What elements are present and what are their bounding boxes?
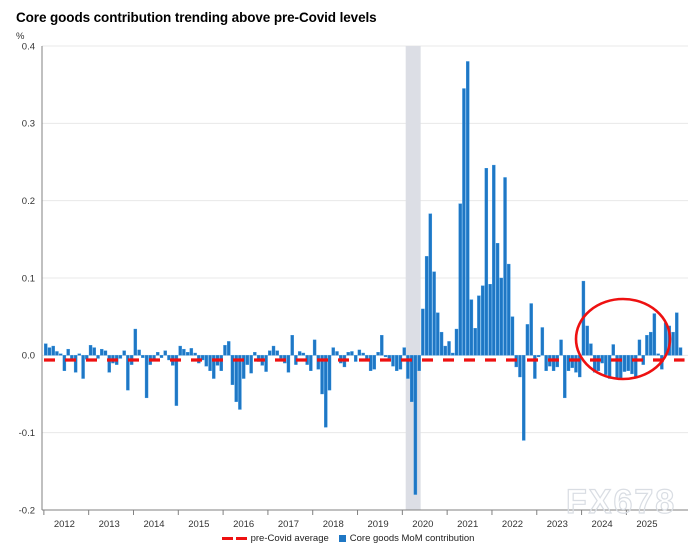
y-tick-label: -0.2 bbox=[19, 505, 35, 516]
y-tick-label: -0.1 bbox=[19, 428, 35, 439]
x-tick-label: 2018 bbox=[323, 519, 344, 530]
x-tick-label: 2020 bbox=[412, 519, 433, 530]
chart-title: Core goods contribution trending above p… bbox=[16, 10, 377, 25]
x-tick-label: 2024 bbox=[592, 519, 613, 530]
x-tick-label: 2016 bbox=[233, 519, 254, 530]
legend-label-pre-covid-average: pre-Covid average bbox=[250, 533, 329, 544]
x-tick-label: 2019 bbox=[367, 519, 388, 530]
y-tick-label: 0.0 bbox=[22, 351, 35, 362]
axes bbox=[41, 46, 688, 511]
y-tick-label: 0.1 bbox=[22, 273, 35, 284]
x-tick-label: 2014 bbox=[143, 519, 164, 530]
y-axis-unit-label: % bbox=[16, 31, 25, 42]
x-tick-label: 2015 bbox=[188, 519, 209, 530]
y-tick-label: 0.4 bbox=[22, 41, 35, 52]
x-axis-tick-labels: 2012 2013 2014 2015 2016 2017 2018 2019 2020 2021… bbox=[43, 510, 657, 530]
y-axis-tick-labels: 0.4 0.3 0.2 0.1 0.0 -0.1 -0.2 bbox=[19, 41, 35, 516]
bar-series bbox=[44, 61, 683, 495]
x-tick-label: 2023 bbox=[547, 519, 568, 530]
x-tick-label: 2021 bbox=[457, 519, 478, 530]
x-tick-label: 2012 bbox=[54, 519, 75, 530]
recession-band bbox=[405, 46, 421, 510]
x-tick-label: 2022 bbox=[502, 519, 523, 530]
x-tick-label: 2025 bbox=[636, 519, 657, 530]
square-marker-icon bbox=[338, 535, 346, 542]
x-tick-label: 2013 bbox=[99, 519, 120, 530]
legend-item-pre-covid-average: pre-Covid average bbox=[221, 533, 329, 544]
legend-item-core-goods: Core goods MoM contribution bbox=[338, 533, 475, 544]
chart-legend: pre-Covid average Core goods MoM contrib… bbox=[0, 533, 696, 544]
y-tick-label: 0.2 bbox=[22, 196, 35, 207]
legend-label-core-goods: Core goods MoM contribution bbox=[349, 533, 475, 544]
x-tick-label: 2017 bbox=[278, 519, 299, 530]
highlight-circle-annotation bbox=[574, 297, 672, 381]
gridlines bbox=[42, 45, 688, 511]
dashed-line-icon bbox=[221, 537, 247, 540]
y-tick-label: 0.3 bbox=[22, 119, 35, 130]
